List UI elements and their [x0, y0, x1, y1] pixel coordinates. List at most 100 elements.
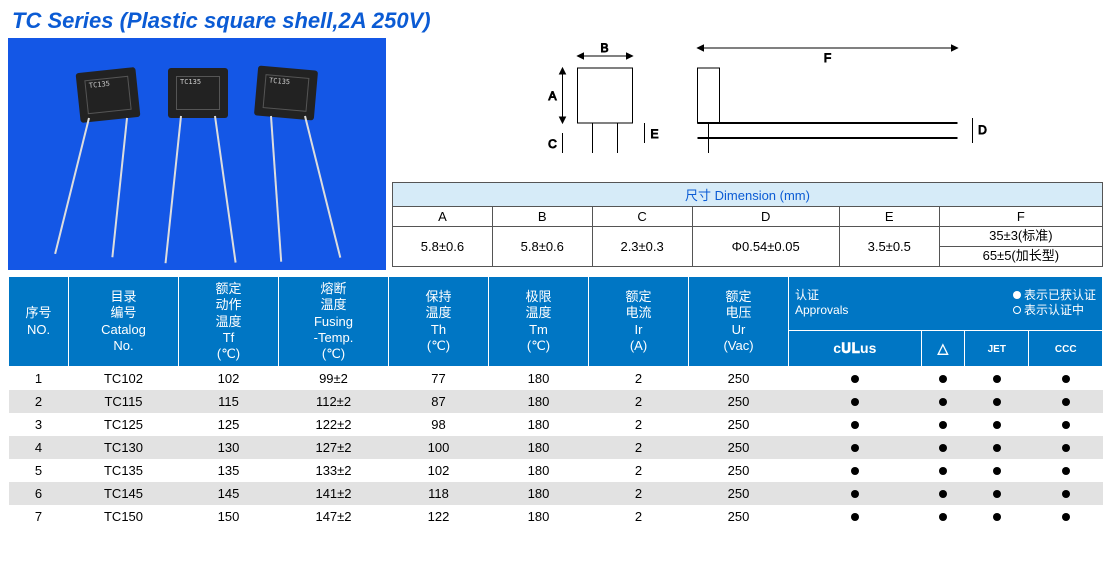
cert-cell: [965, 505, 1029, 528]
dim-col-d: D: [692, 207, 839, 227]
cert-cell: [1029, 482, 1103, 505]
cell: 2: [589, 459, 689, 482]
cell: 102: [389, 459, 489, 482]
top-row: TC135 TC135 TC135: [8, 38, 1103, 270]
cell: 102: [179, 367, 279, 391]
cell: 2: [589, 390, 689, 413]
page-title: TC Series (Plastic square shell,2A 250V): [12, 8, 1103, 34]
dim-col-c: C: [592, 207, 692, 227]
cell: 127±2: [279, 436, 389, 459]
cert-cell: [789, 459, 922, 482]
legend-ok: 表示已获认证: [1024, 288, 1096, 302]
cell: 2: [589, 367, 689, 391]
cert-cell: [921, 436, 964, 459]
comp-label-1: TC135: [89, 80, 111, 90]
cell: 250: [689, 505, 789, 528]
th-no: 序号 NO.: [9, 277, 69, 367]
th-ir: 额定 电流 Ir (A): [589, 277, 689, 367]
svg-text:D: D: [978, 123, 987, 137]
cert-ul-icon: c𝐔𝐋us: [789, 330, 922, 367]
cert-cell: [921, 390, 964, 413]
cell: 3: [9, 413, 69, 436]
comp-label-2: TC135: [180, 78, 201, 86]
cell: TC102: [69, 367, 179, 391]
dim-val-c: 2.3±0.3: [592, 227, 692, 267]
cert-cell: [921, 459, 964, 482]
cell: 112±2: [279, 390, 389, 413]
cell: 1: [9, 367, 69, 391]
cell: 180: [489, 482, 589, 505]
th-approvals: 认证 Approvals 表示已获认证 表示认证中: [789, 277, 1103, 331]
cell: 2: [589, 413, 689, 436]
svg-text:E: E: [650, 127, 658, 141]
cell: 115: [179, 390, 279, 413]
cert-cell: [965, 482, 1029, 505]
svg-text:B: B: [600, 41, 608, 55]
cell: TC135: [69, 459, 179, 482]
cell: 147±2: [279, 505, 389, 528]
dim-val-f2: 65±5(加长型): [939, 246, 1102, 266]
cell: 98: [389, 413, 489, 436]
cell: 2: [9, 390, 69, 413]
cell: TC125: [69, 413, 179, 436]
dim-val-d: Φ0.54±0.05: [692, 227, 839, 267]
cell: 118: [389, 482, 489, 505]
cell: 77: [389, 367, 489, 391]
dim-val-a: 5.8±0.6: [393, 227, 493, 267]
svg-text:F: F: [824, 51, 831, 65]
cell: 100: [389, 436, 489, 459]
svg-text:C: C: [548, 137, 557, 151]
cell: TC130: [69, 436, 179, 459]
table-row: 6TC145145141±21181802250: [9, 482, 1103, 505]
cell: 7: [9, 505, 69, 528]
table-row: 1TC10210299±2771802250: [9, 367, 1103, 391]
cert-cell: [921, 482, 964, 505]
cell: 125: [179, 413, 279, 436]
table-row: 7TC150150147±21221802250: [9, 505, 1103, 528]
cert-cell: [965, 390, 1029, 413]
table-row: 4TC130130127±21001802250: [9, 436, 1103, 459]
table-row: 3TC125125122±2981802250: [9, 413, 1103, 436]
appr-label: 认证 Approvals: [795, 288, 848, 318]
th-cat: 目录 编号 Catalog No.: [69, 277, 179, 367]
cell: 180: [489, 413, 589, 436]
cell: TC115: [69, 390, 179, 413]
cell: 180: [489, 436, 589, 459]
dim-col-b: B: [492, 207, 592, 227]
cert-cell: [789, 367, 922, 391]
cell: 250: [689, 390, 789, 413]
cell: 2: [589, 482, 689, 505]
th-fus: 熔断 温度 Fusing -Temp. (℃): [279, 277, 389, 367]
cell: 2: [589, 436, 689, 459]
cert-cell: [921, 505, 964, 528]
cert-cell: [789, 390, 922, 413]
cell: 180: [489, 505, 589, 528]
cell: 150: [179, 505, 279, 528]
cell: 250: [689, 436, 789, 459]
cell: 145: [179, 482, 279, 505]
dim-val-f1: 35±3(标准): [939, 227, 1102, 247]
cert-cell: [789, 505, 922, 528]
spec-table: 序号 NO. 目录 编号 Catalog No. 额定 动作 温度 Tf (℃)…: [8, 276, 1103, 528]
cert-cell: [965, 367, 1029, 391]
cert-cell: [1029, 436, 1103, 459]
cell: 250: [689, 482, 789, 505]
svg-text:A: A: [548, 89, 556, 103]
th-th: 保持 温度 Th (℃): [389, 277, 489, 367]
th-tf: 额定 动作 温度 Tf (℃): [179, 277, 279, 367]
cell: 133±2: [279, 459, 389, 482]
cell: 180: [489, 459, 589, 482]
cell: 180: [489, 390, 589, 413]
cell: 87: [389, 390, 489, 413]
cert-cell: [1029, 367, 1103, 391]
dim-val-b: 5.8±0.6: [492, 227, 592, 267]
cell: 180: [489, 367, 589, 391]
cell: 250: [689, 413, 789, 436]
cert-ccc-icon: CCC: [1029, 330, 1103, 367]
th-ur: 额定 电压 Ur (Vac): [689, 277, 789, 367]
dim-col-a: A: [393, 207, 493, 227]
cell: 122±2: [279, 413, 389, 436]
cell: 141±2: [279, 482, 389, 505]
cell: 99±2: [279, 367, 389, 391]
cert-cell: [1029, 390, 1103, 413]
